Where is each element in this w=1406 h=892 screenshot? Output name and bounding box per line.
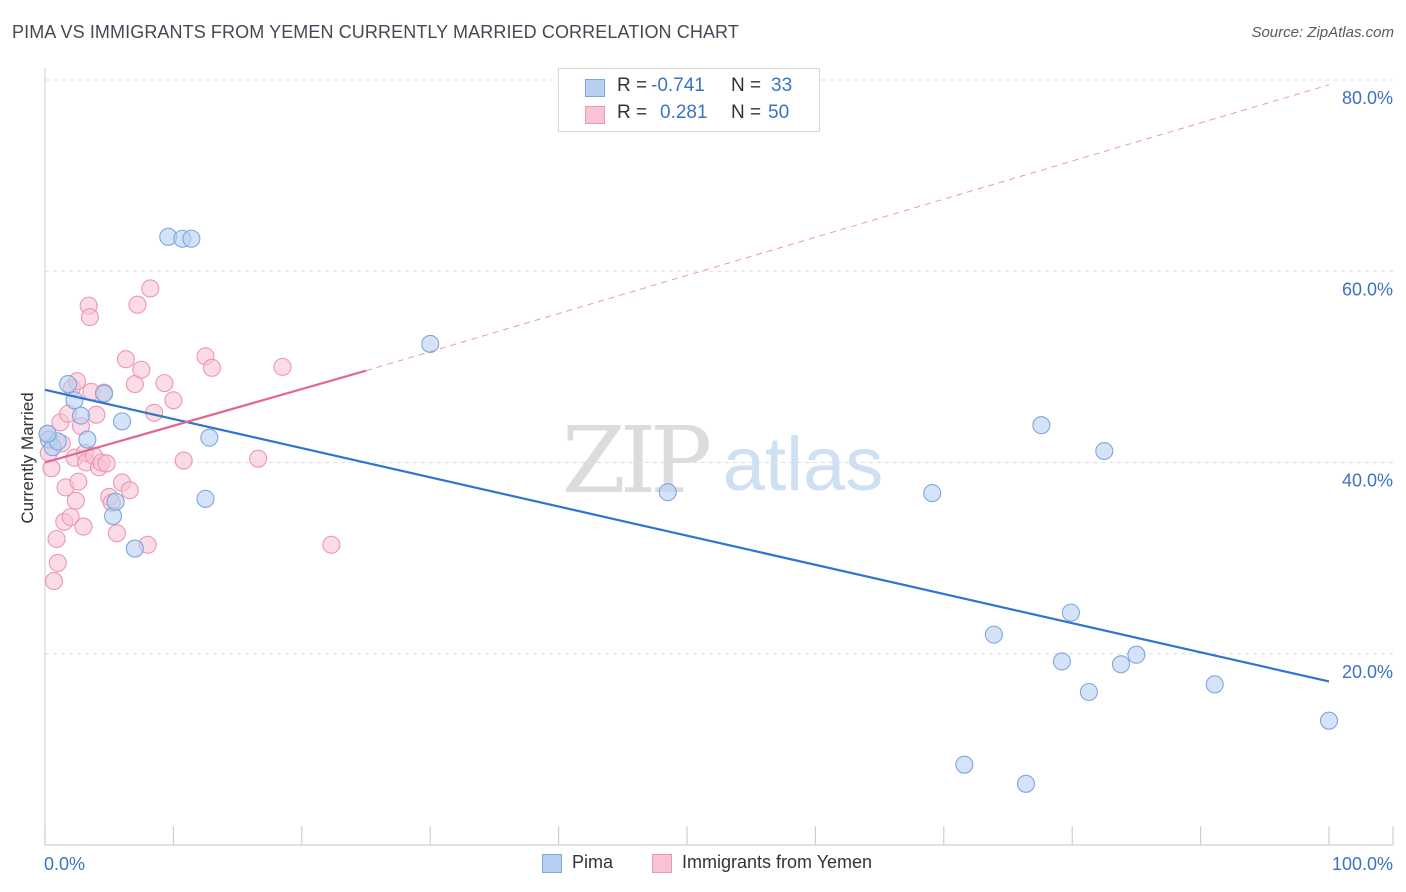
point-pima xyxy=(1061,603,1080,622)
point-yemen xyxy=(132,360,151,379)
watermark-zip: ZIP xyxy=(562,407,709,514)
point-pima xyxy=(196,489,215,508)
y-tick-label: 40.0% xyxy=(1342,471,1393,491)
point-yemen xyxy=(322,535,341,554)
point-yemen xyxy=(273,357,292,376)
point-pima xyxy=(112,412,132,431)
legend-swatch-yemen xyxy=(652,854,672,873)
trend-line-yemen-extension xyxy=(365,84,1330,372)
y-tick-label: 20.0% xyxy=(1342,662,1393,682)
point-yemen xyxy=(116,350,135,369)
series-pima-points xyxy=(38,227,1339,793)
stats-r-value-yemen: 0.281 xyxy=(660,102,708,123)
legend-label-pima: Pima xyxy=(572,852,614,872)
legend-swatch-pima xyxy=(542,854,562,873)
point-pima xyxy=(658,483,677,502)
point-pima xyxy=(923,484,942,503)
stats-n-value-yemen: 50 xyxy=(768,102,790,123)
y-tick-labels: 20.0% 40.0% 60.0% 80.0% xyxy=(1342,88,1393,682)
stats-row-pima: R = -0.741 N = 33 xyxy=(559,75,819,101)
trend-line-yemen xyxy=(44,369,367,464)
point-pima xyxy=(78,430,97,449)
point-yemen xyxy=(155,374,174,393)
point-pima xyxy=(200,428,219,447)
point-pima xyxy=(1205,675,1224,694)
gridlines xyxy=(45,79,1393,655)
watermark-atlas: atlas xyxy=(723,422,884,507)
point-yemen xyxy=(80,308,99,327)
axes xyxy=(44,68,1394,846)
point-pima xyxy=(1319,711,1339,730)
point-pima xyxy=(95,384,114,403)
point-yemen xyxy=(128,295,147,314)
point-yemen xyxy=(47,529,66,549)
point-pima xyxy=(182,229,201,248)
point-pima xyxy=(125,539,144,558)
point-pima xyxy=(1052,652,1071,671)
point-pima xyxy=(1032,416,1051,435)
x-tick-label: 100.0% xyxy=(1332,854,1393,874)
point-yemen xyxy=(97,454,116,473)
stats-box: R = -0.741 N = 33 R = 0.281 N = 50 xyxy=(558,68,820,132)
point-yemen xyxy=(66,491,85,510)
point-pima xyxy=(1111,655,1131,674)
point-yemen xyxy=(107,524,126,543)
point-yemen xyxy=(87,405,106,424)
point-pima xyxy=(421,334,440,353)
point-yemen xyxy=(44,572,64,591)
stats-n-label-yemen: N = xyxy=(731,102,762,123)
x-tick-labels: 0.0% 100.0% xyxy=(44,854,1393,874)
y-tick-label: 60.0% xyxy=(1342,279,1393,299)
point-pima xyxy=(955,755,974,774)
stats-swatch-yemen xyxy=(585,106,605,124)
point-pima xyxy=(1127,645,1146,664)
stats-r-label-pima: R = xyxy=(617,75,648,96)
stats-n-value-pima: 33 xyxy=(771,75,793,96)
x-tick-label: 0.0% xyxy=(44,854,85,874)
point-yemen xyxy=(69,472,88,491)
point-pima xyxy=(38,424,57,443)
chart-source: Source: ZipAtlas.com xyxy=(1251,24,1394,41)
point-pima xyxy=(59,375,78,394)
point-yemen xyxy=(61,507,80,527)
point-yemen xyxy=(48,553,67,572)
point-yemen xyxy=(174,451,193,470)
point-yemen xyxy=(202,358,221,377)
point-pima xyxy=(71,406,91,425)
point-yemen xyxy=(164,391,183,410)
point-yemen xyxy=(249,449,268,468)
point-yemen xyxy=(74,517,93,536)
stats-swatch-pima xyxy=(585,79,605,97)
point-yemen xyxy=(141,279,160,298)
stats-r-value-pima: -0.741 xyxy=(651,75,705,96)
point-pima xyxy=(1095,441,1114,461)
point-pima xyxy=(106,492,125,511)
point-pima xyxy=(1016,774,1036,793)
watermark: ZIP atlas xyxy=(562,407,883,514)
point-pima xyxy=(1079,682,1098,702)
y-tick-label: 80.0% xyxy=(1342,88,1393,108)
chart-title: PIMA VS IMMIGRANTS FROM YEMEN CURRENTLY … xyxy=(12,22,739,42)
point-yemen xyxy=(120,481,139,500)
trend-lines xyxy=(44,84,1330,683)
stats-r-label-yemen: R = xyxy=(617,102,648,123)
stats-n-label-pima: N = xyxy=(731,75,762,96)
point-pima xyxy=(984,625,1003,644)
legend-label-yemen: Immigrants from Yemen xyxy=(682,852,873,872)
trend-line-pima xyxy=(44,388,1330,683)
stats-row-yemen: R = 0.281 N = 50 xyxy=(559,102,819,128)
